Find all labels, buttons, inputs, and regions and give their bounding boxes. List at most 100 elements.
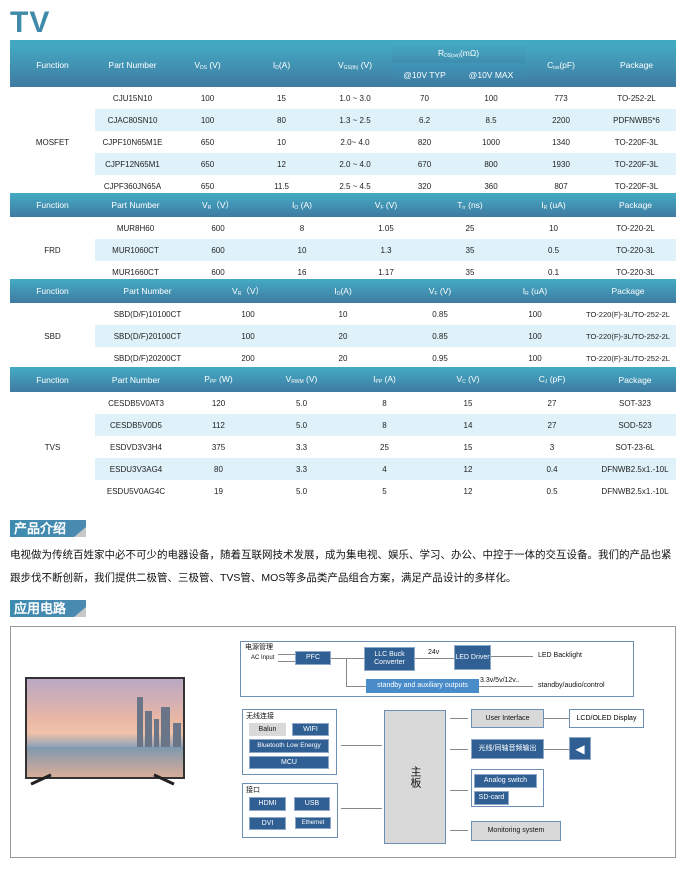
- ac-input-label: AC Input: [251, 655, 275, 661]
- table-cell: 4: [343, 458, 426, 480]
- column-header: VRWM (V): [260, 367, 343, 392]
- table-cell: 100: [241, 309, 255, 319]
- table-cell: CESDB5V0AT3: [108, 398, 164, 408]
- wireless-label: 无线连接: [246, 713, 274, 720]
- table-cell: 20: [296, 325, 390, 347]
- column-header: VR（V）: [176, 193, 260, 217]
- table-row: MUR1660CT 600 16 1.17 35 0.1 TO-220-3L: [10, 261, 676, 283]
- table-cell: SOT-323: [618, 398, 651, 408]
- column-header: IR (uA): [490, 279, 580, 303]
- column-header: ID(A): [245, 43, 318, 87]
- column-header: Package: [595, 193, 676, 217]
- table-cell: 80: [245, 109, 318, 131]
- table-cell: 0.1: [547, 267, 560, 277]
- ble-block: Bluetooth Low Energy: [249, 739, 329, 753]
- table-cell: CJU15N10: [112, 93, 153, 103]
- table-cell: TO-220-2L: [616, 223, 655, 233]
- speaker-icon: ◀: [569, 737, 591, 760]
- table-cell: 375: [211, 442, 226, 452]
- column-header: VDS (V): [170, 43, 245, 87]
- table-row: CJPF10N65M1E 650 10 2.0~ 4.0 820 1000 1340 TO-2…: [10, 131, 676, 153]
- column-header: Part Number: [95, 279, 200, 303]
- table-cell: 2.0 ~ 4.0: [318, 153, 392, 175]
- column-header: Function: [10, 279, 95, 303]
- table-cell: 2200: [525, 109, 597, 131]
- column-subheader: @10V MAX: [457, 63, 525, 87]
- table-cell: SBD(D/F)10100CT: [113, 309, 182, 319]
- table-row: CJAC80SN10 100 80 1.3 ~ 2.5 6.2 8.5 2200 PDFNWB…: [10, 109, 676, 131]
- header-row: Function Part Number PPP (W) VRWM (V) IPP (A…: [10, 367, 676, 392]
- wireless-arrow: [341, 745, 382, 746]
- column-header: Part Number: [95, 367, 177, 392]
- table-cell: 70: [420, 93, 429, 103]
- table-cell: 650: [200, 181, 215, 191]
- table-cell: 12: [426, 458, 510, 480]
- table-cell: 650: [200, 137, 215, 147]
- table-cell: 15: [463, 442, 473, 452]
- table-cell: CJPF360JN65A: [103, 181, 162, 191]
- table-cell: SOD-523: [594, 414, 676, 436]
- table-cell: 1340: [552, 137, 570, 147]
- table-cell: 100: [200, 93, 215, 103]
- table-cell: 100: [484, 93, 498, 103]
- led-driver-block: LED Driver: [454, 645, 491, 670]
- table-cell: 820: [417, 137, 432, 147]
- monitoring-system-block: Monitoring system: [471, 821, 561, 841]
- led-backlight-label: LED Backlight: [538, 652, 582, 659]
- ethernet-block: Ethernet: [295, 817, 331, 829]
- table-cell: SBD(D/F)20100CT: [95, 325, 200, 347]
- table-cell: 15: [463, 398, 473, 408]
- table-cell: 10: [260, 239, 344, 261]
- table-cell: TO-220-3L: [595, 239, 676, 261]
- function-cell: FRD: [10, 217, 95, 283]
- table-cell: 1.0 ~ 3.0: [339, 93, 371, 103]
- page-title: TV: [10, 6, 51, 39]
- usb-block: USB: [294, 797, 330, 811]
- table-cell: 8.5: [457, 109, 525, 131]
- column-header: Trr (ns): [428, 193, 512, 217]
- table-cell: 360: [484, 181, 498, 191]
- table-cell: 27: [510, 414, 594, 436]
- interface-arrow: [341, 808, 382, 809]
- table-cell: CJPF10N65M1E: [102, 137, 163, 147]
- table-cell: 320: [417, 181, 432, 191]
- table-cell: TO-220F-3L: [614, 137, 659, 147]
- table-cell: 14: [426, 414, 510, 436]
- table-cell: 600: [211, 267, 225, 277]
- table-cell: 11.5: [274, 181, 289, 191]
- table-cell: 1.3 ~ 2.5: [318, 109, 392, 131]
- table-cell: TO-220F-3L: [597, 153, 676, 175]
- table-cell: 0.4: [510, 458, 594, 480]
- table-cell: TO-220(F)-3L/TO-252-2L: [586, 309, 670, 319]
- table-cell: 0.85: [432, 309, 448, 319]
- sd-card-block: SD-card: [474, 791, 509, 805]
- column-header: Part Number: [95, 193, 176, 217]
- table-cell: 3.3: [260, 458, 343, 480]
- table-row: CESDB5V0D5 112 5.0 8 14 27 SOD-523: [10, 414, 676, 436]
- table-cell: CJAC80SN10: [95, 109, 170, 131]
- table-cell: 650: [170, 153, 245, 175]
- table-row: ESDU3V3AG4 80 3.3 4 12 0.4 DFNWB2.5x1.-10L: [10, 458, 676, 480]
- table-row: ESDU5V0AG4C 19 5.0 5 12 0.5 DFNWB2.5x1.-10L: [10, 480, 676, 502]
- table-cell: ESDU5V0AG4C: [106, 486, 166, 496]
- table-cell: 12: [245, 153, 318, 175]
- balun-block: Balun: [249, 723, 286, 736]
- table-cell: 600: [176, 239, 260, 261]
- table-cell: 15: [277, 93, 286, 103]
- standby-block: standby and auxiliary outputs: [366, 679, 479, 693]
- table-cell: 20: [338, 353, 348, 363]
- table-row: SBD(D/F)20200CT 200 20 0.95 100 TO-220(F)-3L/…: [10, 347, 676, 369]
- voltages-label: 3.3v/5v/12v..: [480, 677, 520, 684]
- intro-heading: 产品介绍: [10, 520, 86, 537]
- column-header: Function: [10, 367, 95, 392]
- column-header: IO (A): [260, 193, 344, 217]
- table-row: TVS CESDB5V0AT3 120 5.0 8 15 27 SOT-323: [10, 392, 676, 502]
- tv-image: [25, 677, 185, 779]
- table-cell: 19: [214, 486, 223, 496]
- header-row: Function Part Number VR（V） IO (A) VF (V) Trr …: [10, 193, 676, 217]
- table-cell: DFNWB2.5x1.-10L: [601, 486, 669, 496]
- table-cell: 27: [547, 398, 557, 408]
- table-cell: 807: [554, 181, 568, 191]
- table-cell: 3: [549, 442, 555, 452]
